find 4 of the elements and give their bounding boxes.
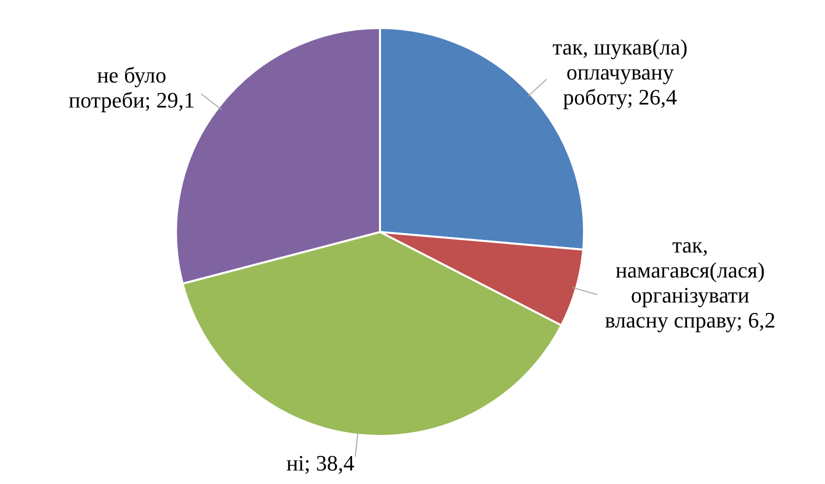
slice-label: так, шукав(ла) оплачувану роботу; 26,4 [552,34,688,110]
slice-label: так, намагався(лася) організувати власну справу; 6,2 [604,232,776,333]
slice-label: не було потреби; 29,1 [68,62,195,112]
slice-label: ні; 38,4 [286,450,354,476]
